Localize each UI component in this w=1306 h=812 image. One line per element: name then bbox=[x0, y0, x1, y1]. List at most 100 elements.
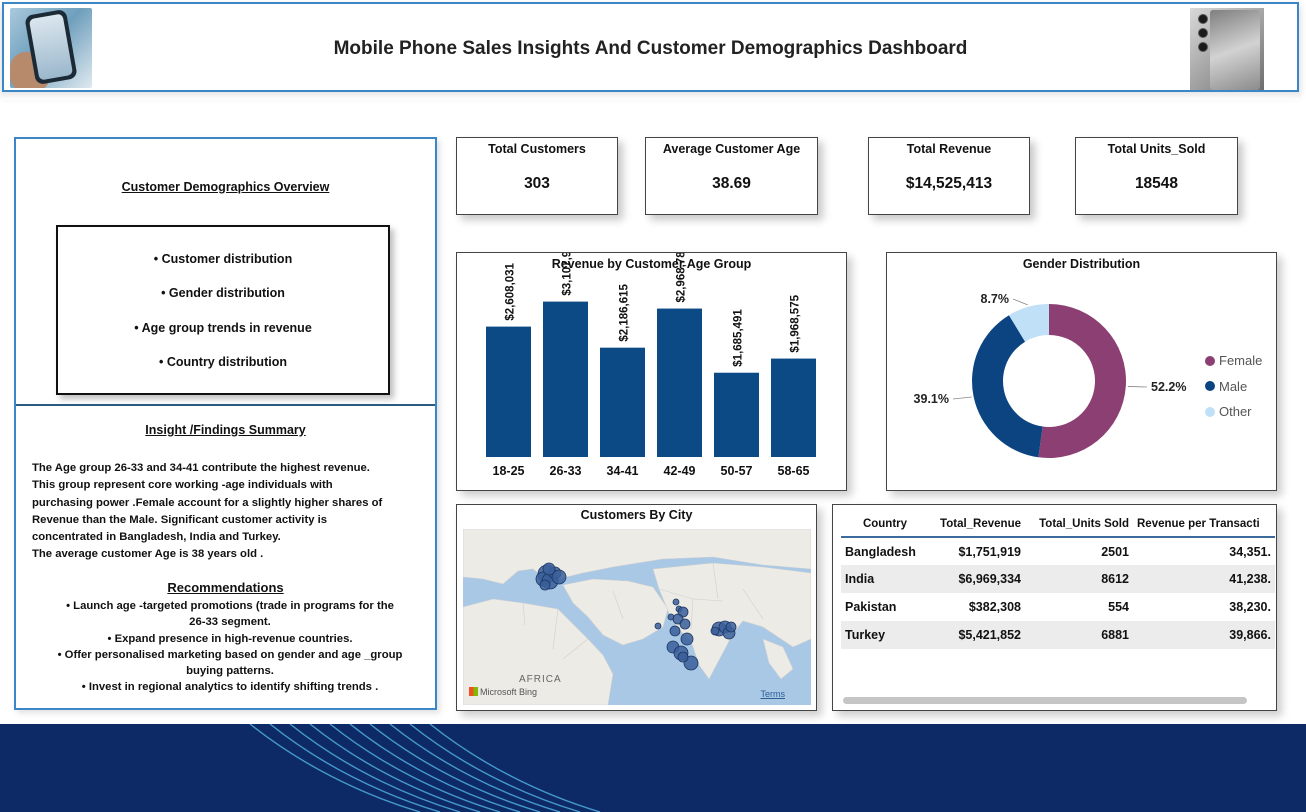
table-cell: $382,308 bbox=[968, 600, 1021, 614]
recommendations-list: • Launch age -targeted promotions (trade… bbox=[36, 598, 424, 696]
kpi-label: Total Revenue bbox=[906, 142, 992, 156]
country-data-table: Country Total_Revenue Total_Units Sold R… bbox=[841, 511, 1275, 649]
bar-58-65[interactable] bbox=[771, 358, 816, 457]
table-cell: 34,351. bbox=[1229, 544, 1271, 559]
terms-link[interactable]: Terms bbox=[760, 689, 786, 699]
bar-data-label: $1,685,491 bbox=[733, 309, 745, 367]
insight-line: The Age group 26-33 and 34-41 contribute… bbox=[32, 462, 370, 474]
kpi-value: 18548 bbox=[1134, 175, 1179, 192]
chart-title: Gender Distribution bbox=[1022, 257, 1141, 271]
leader-line bbox=[1127, 386, 1148, 388]
insight-line: This group represent core working -age i… bbox=[32, 479, 333, 492]
table-cell: 41,238. bbox=[1133, 565, 1275, 593]
legend-item-female[interactable]: Female bbox=[1205, 348, 1262, 374]
chart-title: Revenue by Customer Age Group bbox=[551, 257, 752, 271]
horizontal-scrollbar[interactable] bbox=[843, 697, 1247, 704]
bar-42-49[interactable] bbox=[657, 308, 702, 457]
table-row[interactable]: India $6,969,334 8612 41,238. bbox=[841, 565, 1275, 593]
legend-item-other[interactable]: Other bbox=[1205, 399, 1262, 425]
legend-label: Female bbox=[1219, 353, 1263, 369]
gender-distribution-chart[interactable]: Gender Distribution 52.2% 39.1% 8.7% Femal… bbox=[886, 252, 1277, 491]
city-bubble[interactable] bbox=[710, 626, 720, 636]
phone-in-hand-image bbox=[10, 8, 92, 88]
southeast-asia-landmass bbox=[762, 638, 794, 680]
donut-chart-svg: 52.2% 39.1% 8.7% bbox=[914, 292, 1186, 458]
kpi-value: 38.69 bbox=[712, 175, 751, 192]
table-row[interactable]: Pakistan $382,308 554 38,230. bbox=[841, 593, 1275, 621]
city-bubble[interactable] bbox=[551, 569, 567, 585]
column-header[interactable]: Total_Units Sold bbox=[1025, 511, 1133, 538]
footer-waves bbox=[249, 724, 601, 812]
kpi-card-total-units[interactable]: Total Units_Sold 18548 bbox=[1075, 137, 1238, 215]
kpi-card-total-customers[interactable]: Total Customers 303 bbox=[456, 137, 618, 215]
bar-data-label: $2,608,031 bbox=[505, 262, 517, 320]
table-cell: Pakistan bbox=[845, 600, 897, 614]
demographics-title: Customer Demographics Overview bbox=[121, 180, 330, 194]
column-header[interactable]: Revenue per Transacti bbox=[1133, 511, 1275, 538]
recommendation-line: • Expand presence in high-revenue countr… bbox=[107, 632, 353, 645]
insight-line: Revenue than the Male. Significant custo… bbox=[32, 513, 328, 526]
foldable-phone-image bbox=[1190, 8, 1264, 90]
city-bubbles[interactable] bbox=[535, 562, 737, 671]
footer-banner bbox=[0, 724, 1306, 812]
donut-slice-female[interactable] bbox=[1038, 304, 1126, 458]
table-cell: 554 bbox=[1108, 600, 1129, 614]
donut-slice-male[interactable] bbox=[972, 315, 1043, 458]
legend-dot-icon bbox=[1205, 406, 1215, 417]
recommendation-line: • Launch age -targeted promotions (trade… bbox=[66, 600, 394, 612]
city-bubble[interactable] bbox=[539, 579, 551, 591]
legend-label: Male bbox=[1219, 378, 1248, 394]
overview-panel: Customer Demographics Overview • Custome… bbox=[14, 137, 437, 710]
donut-slice-other[interactable] bbox=[1008, 304, 1049, 342]
legend-label: Other bbox=[1219, 404, 1252, 420]
section-divider bbox=[16, 404, 435, 406]
kpi-value: $14,525,413 bbox=[905, 175, 993, 192]
city-bubble[interactable] bbox=[677, 651, 689, 663]
slice-data-label: 39.1% bbox=[914, 392, 949, 406]
legend-item-male[interactable]: Male bbox=[1205, 374, 1262, 400]
table-cell: 2501 bbox=[1101, 544, 1129, 559]
camera-lens-icon bbox=[1198, 28, 1208, 38]
kpi-label: Total Customers bbox=[488, 142, 586, 156]
bar-50-57[interactable] bbox=[714, 372, 759, 457]
map-canvas[interactable]: AFRICA Microsoft Bing Terms bbox=[463, 529, 811, 705]
region-label: AFRICA bbox=[519, 674, 562, 685]
table-cell: $6,969,334 bbox=[929, 565, 1025, 593]
middle-east-landmass bbox=[562, 578, 669, 646]
x-tick-label: 26-33 bbox=[550, 464, 582, 478]
table-cell: India bbox=[841, 565, 929, 593]
camera-lens-icon bbox=[1198, 14, 1208, 24]
table-cell: 8612 bbox=[1025, 565, 1133, 593]
city-bubble[interactable] bbox=[725, 621, 737, 633]
bar-data-label: $2,186,615 bbox=[619, 284, 631, 342]
x-tick-label: 18-25 bbox=[493, 464, 525, 478]
city-bubble[interactable] bbox=[542, 562, 556, 576]
city-bubble[interactable] bbox=[672, 598, 680, 606]
demographics-item: • Gender distribution bbox=[161, 286, 285, 300]
column-header[interactable]: Total_Revenue bbox=[929, 511, 1025, 538]
kpi-card-average-age[interactable]: Average Customer Age 38.69 bbox=[645, 137, 818, 215]
table-row[interactable]: Bangladesh $1,751,919 2501 34,351. bbox=[841, 537, 1275, 565]
city-bubble[interactable] bbox=[654, 622, 662, 630]
camera-lens-icon bbox=[1198, 42, 1208, 52]
recommendation-line: 26-33 segment. bbox=[189, 616, 271, 629]
bar-26-33[interactable] bbox=[543, 301, 588, 457]
insights-text: The Age group 26-33 and 34-41 contribute… bbox=[32, 460, 427, 564]
city-bubble[interactable] bbox=[669, 625, 681, 637]
country-table[interactable]: Country Total_Revenue Total_Units Sold R… bbox=[832, 504, 1277, 711]
dashboard-title: Mobile Phone Sales Insights And Customer… bbox=[333, 38, 968, 59]
revenue-by-age-chart[interactable]: Revenue by Customer Age Group $2,608,031… bbox=[456, 252, 847, 491]
bar-chart-svg: $2,608,031 18-25 $3,107,919 26-33 $2,186,615… bbox=[486, 253, 816, 478]
table-cell: Bangladesh bbox=[845, 544, 916, 559]
bar-18-25[interactable] bbox=[486, 326, 531, 457]
column-header[interactable]: Country bbox=[841, 511, 929, 538]
city-bubble[interactable] bbox=[679, 618, 691, 630]
customers-by-city-map[interactable]: Customers By City AFRICA Microsoft Bing … bbox=[456, 504, 817, 711]
city-bubble[interactable] bbox=[680, 632, 694, 646]
table-row[interactable]: Turkey $5,421,852 6881 39,866. bbox=[841, 621, 1275, 649]
kpi-card-total-revenue[interactable]: Total Revenue $14,525,413 bbox=[868, 137, 1030, 215]
bar-34-41[interactable] bbox=[600, 347, 645, 457]
x-tick-label: 34-41 bbox=[607, 464, 639, 478]
x-tick-label: 50-57 bbox=[721, 464, 753, 478]
leader-line bbox=[1012, 298, 1028, 306]
